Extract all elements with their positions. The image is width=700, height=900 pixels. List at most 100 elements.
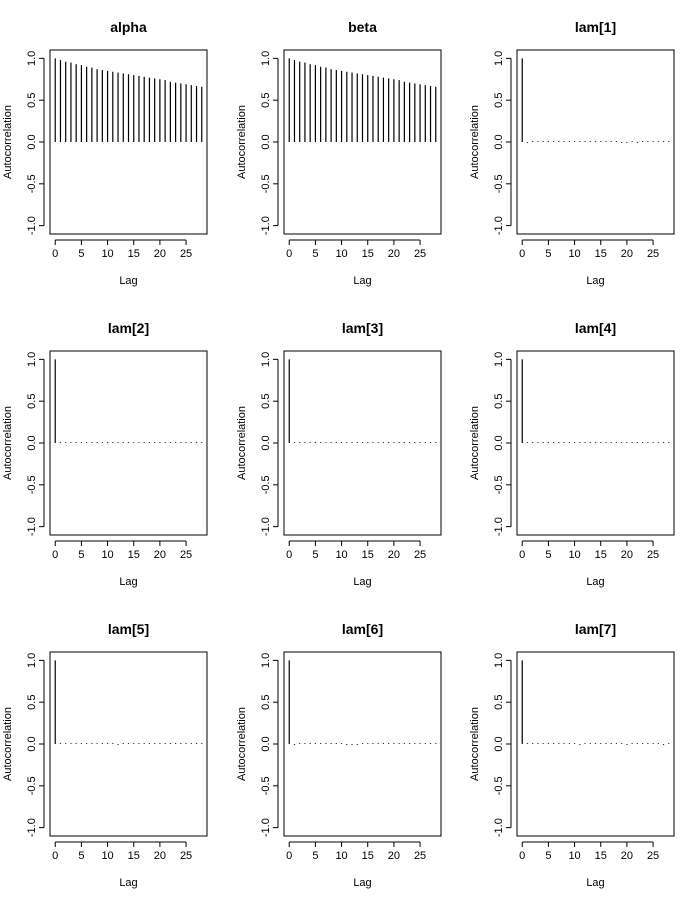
plot-frame xyxy=(283,49,442,235)
y-tick-label: 1.0 xyxy=(260,352,272,367)
x-tick-label: 15 xyxy=(128,248,140,260)
y-tick-label: 0.5 xyxy=(260,394,272,409)
y-tick-label: -1.0 xyxy=(26,517,38,536)
x-tick-label: 10 xyxy=(335,248,347,260)
y-tick-label: -0.5 xyxy=(260,174,272,193)
x-tick-label: 0 xyxy=(519,248,525,260)
y-tick-label: 0.5 xyxy=(26,695,38,710)
x-tick-label: 10 xyxy=(101,850,113,862)
x-tick-label: 0 xyxy=(52,850,58,862)
acf-panel: lam[6] 0 5 10 15 20 25 Lag -1.0 -0.5 0.0 0.5 1.0 Auto… xyxy=(236,621,442,889)
x-tick-label: 0 xyxy=(52,549,58,561)
x-axis-label: Lag xyxy=(586,877,604,889)
x-tick-label: 5 xyxy=(78,248,84,260)
x-tick-label: 20 xyxy=(154,850,166,862)
x-tick-label: 5 xyxy=(312,549,318,561)
x-tick-label: 0 xyxy=(519,549,525,561)
x-tick-label: 5 xyxy=(312,248,318,260)
x-axis-label: Lag xyxy=(119,576,137,588)
x-tick-label: 25 xyxy=(414,850,426,862)
y-axis-label: Autocorrelation xyxy=(236,707,248,781)
y-tick-label: 1.0 xyxy=(26,653,38,668)
acf-panel: alpha 0 5 10 15 20 25 Lag -1.0 -0.5 0.0 0.5 1.0 Autoc… xyxy=(2,19,208,287)
x-tick-label: 15 xyxy=(362,248,374,260)
x-tick-label: 0 xyxy=(52,248,58,260)
y-tick-label: 0.0 xyxy=(26,134,38,149)
x-tick-label: 25 xyxy=(647,850,659,862)
y-tick-label: 0.5 xyxy=(493,394,505,409)
x-tick-label: 20 xyxy=(621,549,633,561)
x-axis-label: Lag xyxy=(119,275,137,287)
y-axis-label: Autocorrelation xyxy=(469,406,481,480)
y-tick-label: 0.0 xyxy=(260,134,272,149)
panel-title: lam[3] xyxy=(342,320,383,336)
x-tick-label: 10 xyxy=(335,549,347,561)
y-tick-label: 0.0 xyxy=(493,134,505,149)
x-tick-label: 10 xyxy=(101,248,113,260)
acf-panel: lam[7] 0 5 10 15 20 25 Lag -1.0 -0.5 0.0 0.5 1.0 Auto… xyxy=(469,621,675,889)
y-tick-label: -1.0 xyxy=(493,517,505,536)
y-tick-label: -0.5 xyxy=(260,776,272,795)
x-tick-label: 10 xyxy=(101,549,113,561)
plot-frame xyxy=(516,350,675,536)
x-axis-label: Lag xyxy=(119,877,137,889)
y-tick-label: -1.0 xyxy=(260,818,272,837)
x-tick-label: 15 xyxy=(128,850,140,862)
x-tick-label: 15 xyxy=(595,549,607,561)
y-axis-label: Autocorrelation xyxy=(2,707,14,781)
acf-panel: lam[5] 0 5 10 15 20 25 Lag -1.0 -0.5 0.0 0.5 1.0 Auto… xyxy=(2,621,208,889)
y-axis-label: Autocorrelation xyxy=(469,707,481,781)
x-axis-label: Lag xyxy=(353,576,371,588)
x-tick-label: 25 xyxy=(180,549,192,561)
x-tick-label: 10 xyxy=(335,850,347,862)
panel-title: lam[7] xyxy=(575,621,616,637)
x-tick-label: 20 xyxy=(621,248,633,260)
x-tick-label: 20 xyxy=(388,850,400,862)
x-tick-label: 0 xyxy=(286,248,292,260)
y-tick-label: -0.5 xyxy=(493,174,505,193)
y-tick-label: -1.0 xyxy=(493,818,505,837)
y-axis-label: Autocorrelation xyxy=(2,105,14,179)
y-axis-label: Autocorrelation xyxy=(2,406,14,480)
acf-panel: lam[2] 0 5 10 15 20 25 Lag -1.0 -0.5 0.0 0.5 1.0 Auto… xyxy=(2,320,208,588)
y-tick-label: 1.0 xyxy=(260,653,272,668)
x-tick-label: 15 xyxy=(595,850,607,862)
acf-panel: lam[3] 0 5 10 15 20 25 Lag -1.0 -0.5 0.0 0.5 1.0 Auto… xyxy=(236,320,442,588)
x-axis-label: Lag xyxy=(586,576,604,588)
y-tick-label: 0.5 xyxy=(493,695,505,710)
y-axis-label: Autocorrelation xyxy=(469,105,481,179)
y-tick-label: -0.5 xyxy=(260,475,272,494)
y-tick-label: 0.5 xyxy=(26,394,38,409)
panel-title: lam[4] xyxy=(575,320,616,336)
plot-frame xyxy=(49,350,208,536)
x-tick-label: 5 xyxy=(545,248,551,260)
x-axis-label: Lag xyxy=(353,275,371,287)
plot-frame xyxy=(49,651,208,837)
y-tick-label: 0.5 xyxy=(493,93,505,108)
x-tick-label: 10 xyxy=(568,549,580,561)
x-tick-label: 25 xyxy=(180,248,192,260)
x-tick-label: 20 xyxy=(154,248,166,260)
y-tick-label: -1.0 xyxy=(493,216,505,235)
y-tick-label: 0.0 xyxy=(26,736,38,751)
x-tick-label: 25 xyxy=(647,549,659,561)
y-tick-label: 0.0 xyxy=(260,736,272,751)
y-tick-label: 0.0 xyxy=(26,435,38,450)
y-tick-label: 0.0 xyxy=(260,435,272,450)
acf-panel: lam[1] 0 5 10 15 20 25 Lag -1.0 -0.5 0.0 0.5 1.0 Auto… xyxy=(469,19,675,287)
x-tick-label: 5 xyxy=(545,850,551,862)
x-tick-label: 20 xyxy=(621,850,633,862)
x-tick-label: 15 xyxy=(362,549,374,561)
y-tick-label: 0.5 xyxy=(26,93,38,108)
x-tick-label: 20 xyxy=(154,549,166,561)
y-tick-label: 0.5 xyxy=(260,93,272,108)
x-tick-label: 5 xyxy=(78,549,84,561)
acf-panel: beta 0 5 10 15 20 25 Lag -1.0 -0.5 0.0 0.5 1.0 Autoco… xyxy=(236,19,442,287)
x-tick-label: 5 xyxy=(312,850,318,862)
y-tick-label: 1.0 xyxy=(260,51,272,66)
x-tick-label: 0 xyxy=(286,549,292,561)
panel-title: lam[2] xyxy=(108,320,149,336)
y-tick-label: 1.0 xyxy=(493,653,505,668)
y-tick-label: 1.0 xyxy=(26,51,38,66)
